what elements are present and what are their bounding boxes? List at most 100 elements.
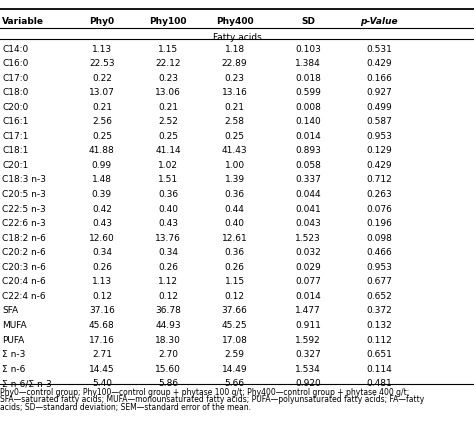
Text: 2.59: 2.59 (225, 350, 245, 359)
Text: MUFA: MUFA (2, 321, 27, 330)
Text: C18:3 n-3: C18:3 n-3 (2, 175, 46, 184)
Text: 0.42: 0.42 (92, 205, 112, 214)
Text: 0.99: 0.99 (92, 161, 112, 170)
Text: 1.00: 1.00 (225, 161, 245, 170)
Text: C18:0: C18:0 (2, 88, 29, 97)
Text: 1.13: 1.13 (92, 277, 112, 286)
Text: 0.39: 0.39 (92, 190, 112, 199)
Text: 0.044: 0.044 (295, 190, 321, 199)
Text: 5.66: 5.66 (225, 379, 245, 388)
Text: 0.429: 0.429 (366, 161, 392, 170)
Text: 13.76: 13.76 (155, 234, 181, 243)
Text: 45.68: 45.68 (89, 321, 115, 330)
Text: 0.953: 0.953 (366, 263, 392, 272)
Text: 0.43: 0.43 (92, 219, 112, 228)
Text: 0.014: 0.014 (295, 292, 321, 301)
Text: C16:1: C16:1 (2, 117, 29, 126)
Text: 0.12: 0.12 (92, 292, 112, 301)
Text: 0.114: 0.114 (366, 365, 392, 374)
Text: SFA—saturated fatty acids; MUFA—monounsaturated fatty acids; PUFA—polyunsaturate: SFA—saturated fatty acids; MUFA—monounsa… (0, 395, 424, 404)
Text: 1.02: 1.02 (158, 161, 178, 170)
Text: 37.66: 37.66 (222, 306, 247, 315)
Text: 44.93: 44.93 (155, 321, 181, 330)
Text: Σ n-3: Σ n-3 (2, 350, 26, 359)
Text: 0.041: 0.041 (295, 205, 321, 214)
Text: 0.40: 0.40 (158, 205, 178, 214)
Text: 41.43: 41.43 (222, 146, 247, 155)
Text: 0.26: 0.26 (158, 263, 178, 272)
Text: 0.651: 0.651 (366, 350, 392, 359)
Text: 0.372: 0.372 (366, 306, 392, 315)
Text: C20:3 n-6: C20:3 n-6 (2, 263, 46, 272)
Text: 12.60: 12.60 (89, 234, 115, 243)
Text: Variable: Variable (2, 17, 45, 26)
Text: 0.25: 0.25 (158, 132, 178, 141)
Text: SFA: SFA (2, 306, 18, 315)
Text: 0.36: 0.36 (225, 248, 245, 257)
Text: 0.098: 0.098 (366, 234, 392, 243)
Text: 0.140: 0.140 (295, 117, 321, 126)
Text: 0.337: 0.337 (295, 175, 321, 184)
Text: 0.26: 0.26 (92, 263, 112, 272)
Text: 1.523: 1.523 (295, 234, 321, 243)
Text: 0.21: 0.21 (158, 103, 178, 112)
Text: 0.652: 0.652 (366, 292, 392, 301)
Text: 5.86: 5.86 (158, 379, 178, 388)
Text: C18:1: C18:1 (2, 146, 29, 155)
Text: 0.587: 0.587 (366, 117, 392, 126)
Text: 0.712: 0.712 (366, 175, 392, 184)
Text: 41.14: 41.14 (155, 146, 181, 155)
Text: 0.12: 0.12 (225, 292, 245, 301)
Text: C22:6 n-3: C22:6 n-3 (2, 219, 46, 228)
Text: 22.53: 22.53 (89, 59, 115, 68)
Text: 1.48: 1.48 (92, 175, 112, 184)
Text: 2.52: 2.52 (158, 117, 178, 126)
Text: 2.71: 2.71 (92, 350, 112, 359)
Text: C20:0: C20:0 (2, 103, 28, 112)
Text: 0.22: 0.22 (92, 74, 112, 83)
Text: 0.677: 0.677 (366, 277, 392, 286)
Text: 17.08: 17.08 (222, 336, 247, 345)
Text: 2.58: 2.58 (225, 117, 245, 126)
Text: 0.166: 0.166 (366, 74, 392, 83)
Text: 0.36: 0.36 (158, 190, 178, 199)
Text: 0.132: 0.132 (366, 321, 392, 330)
Text: C14:0: C14:0 (2, 45, 28, 54)
Text: p-Value: p-Value (360, 17, 398, 26)
Text: 1.15: 1.15 (158, 45, 178, 54)
Text: 1.534: 1.534 (295, 365, 321, 374)
Text: 0.893: 0.893 (295, 146, 321, 155)
Text: C20:5 n-3: C20:5 n-3 (2, 190, 46, 199)
Text: 0.12: 0.12 (158, 292, 178, 301)
Text: 0.26: 0.26 (225, 263, 245, 272)
Text: 0.043: 0.043 (295, 219, 321, 228)
Text: 45.25: 45.25 (222, 321, 247, 330)
Text: 0.34: 0.34 (92, 248, 112, 257)
Text: 13.16: 13.16 (222, 88, 247, 97)
Text: 0.103: 0.103 (295, 45, 321, 54)
Text: 1.15: 1.15 (225, 277, 245, 286)
Text: 0.36: 0.36 (225, 190, 245, 199)
Text: 0.058: 0.058 (295, 161, 321, 170)
Text: 1.12: 1.12 (158, 277, 178, 286)
Text: C17:0: C17:0 (2, 74, 29, 83)
Text: 0.481: 0.481 (366, 379, 392, 388)
Text: 0.920: 0.920 (295, 379, 321, 388)
Text: 0.23: 0.23 (158, 74, 178, 83)
Text: 0.911: 0.911 (295, 321, 321, 330)
Text: 0.263: 0.263 (366, 190, 392, 199)
Text: C22:5 n-3: C22:5 n-3 (2, 205, 46, 214)
Text: 1.384: 1.384 (295, 59, 321, 68)
Text: 0.008: 0.008 (295, 103, 321, 112)
Text: 1.18: 1.18 (225, 45, 245, 54)
Text: 1.39: 1.39 (225, 175, 245, 184)
Text: 17.16: 17.16 (89, 336, 115, 345)
Text: 1.51: 1.51 (158, 175, 178, 184)
Text: 36.78: 36.78 (155, 306, 181, 315)
Text: 1.13: 1.13 (92, 45, 112, 54)
Text: 0.032: 0.032 (295, 248, 321, 257)
Text: 0.927: 0.927 (366, 88, 392, 97)
Text: 0.21: 0.21 (92, 103, 112, 112)
Text: 22.89: 22.89 (222, 59, 247, 68)
Text: 0.429: 0.429 (366, 59, 392, 68)
